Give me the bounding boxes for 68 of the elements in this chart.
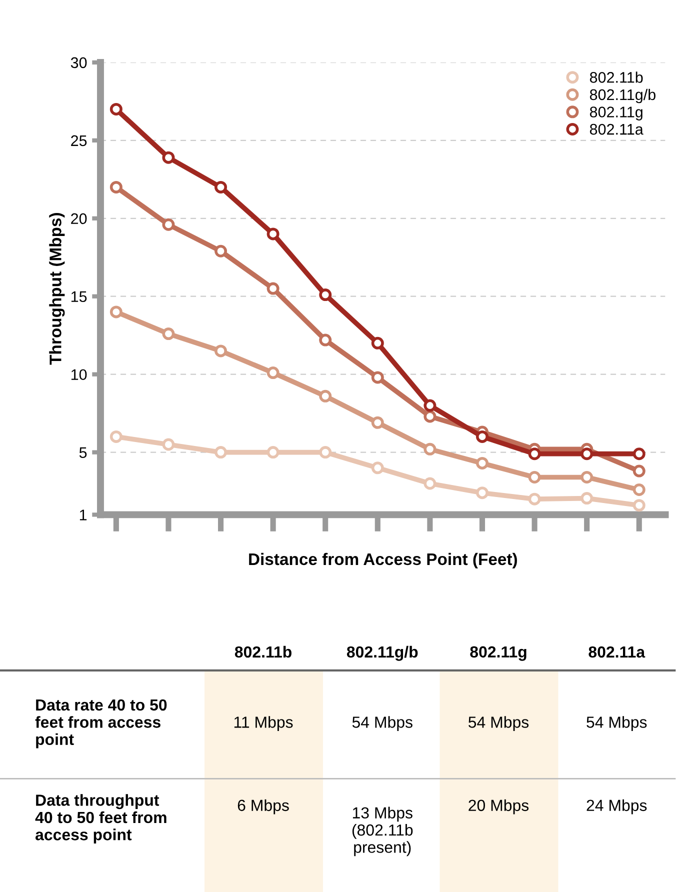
y-tick-label: 10	[71, 369, 87, 380]
point	[632, 483, 646, 496]
point	[162, 328, 175, 340]
point	[371, 416, 384, 429]
point	[528, 448, 541, 460]
point	[214, 446, 228, 459]
point	[110, 102, 122, 116]
point	[162, 438, 175, 451]
point	[110, 180, 122, 194]
point	[632, 464, 646, 478]
y-tick-label: 15	[71, 291, 87, 302]
point	[632, 499, 646, 512]
category-label: Data rate 40 to 50 feet from access point	[35, 699, 167, 748]
legend-label: 802.11a	[590, 124, 644, 135]
point	[266, 446, 280, 459]
point	[214, 344, 228, 358]
point	[214, 180, 228, 194]
text: 54 Mbps	[352, 716, 412, 731]
point	[476, 486, 488, 500]
text: 6 Mbps	[238, 799, 289, 814]
point	[476, 430, 488, 443]
category-label: 802.11a	[588, 646, 646, 658]
point	[319, 334, 332, 346]
point	[424, 477, 436, 490]
point	[528, 492, 541, 506]
point	[319, 288, 332, 302]
x-axis-title: Distance from Access Point (Feet)	[249, 552, 517, 568]
y-tick-label: 20	[71, 213, 87, 224]
point	[319, 446, 332, 459]
y-tick-label: 25	[71, 135, 87, 146]
legend-label: 802.11b	[590, 72, 643, 83]
point	[266, 228, 280, 240]
point	[319, 390, 332, 402]
text: 54 Mbps	[586, 716, 647, 731]
point	[162, 218, 175, 231]
text: 54 Mbps	[468, 716, 529, 731]
point	[580, 448, 594, 460]
point	[476, 456, 488, 470]
point	[371, 371, 384, 384]
text: 11 Mbps	[234, 716, 293, 731]
point	[266, 282, 280, 295]
legend-label: 802.11g/b	[590, 88, 656, 104]
point	[580, 492, 594, 505]
text: 13 Mbps (802.11b present)	[352, 806, 413, 856]
y-tick-label: 30	[70, 57, 87, 68]
category-label: 802.11g/b	[346, 646, 418, 661]
point	[110, 430, 122, 443]
point	[580, 471, 594, 484]
point	[424, 442, 436, 456]
point	[424, 399, 436, 412]
point	[424, 410, 436, 423]
category-label: Data throughput 40 to 50 feet from access point	[35, 794, 166, 844]
point	[110, 306, 122, 318]
y-tick-label: 5	[79, 447, 87, 458]
point	[528, 471, 541, 484]
legend-label: 802.11g	[590, 106, 642, 120]
point	[371, 336, 384, 350]
y-axis-title: Throughput (Mbps)	[49, 213, 65, 365]
text: 24 Mbps	[586, 799, 647, 814]
point	[632, 448, 646, 460]
point	[371, 462, 384, 474]
category-label: 802.11g	[470, 646, 526, 661]
point	[162, 151, 175, 164]
category-label: 802.11b	[234, 646, 292, 658]
point	[266, 366, 280, 380]
point	[214, 244, 228, 258]
text: 20 Mbps	[468, 799, 529, 814]
y-tick-label: 1	[80, 510, 87, 520]
